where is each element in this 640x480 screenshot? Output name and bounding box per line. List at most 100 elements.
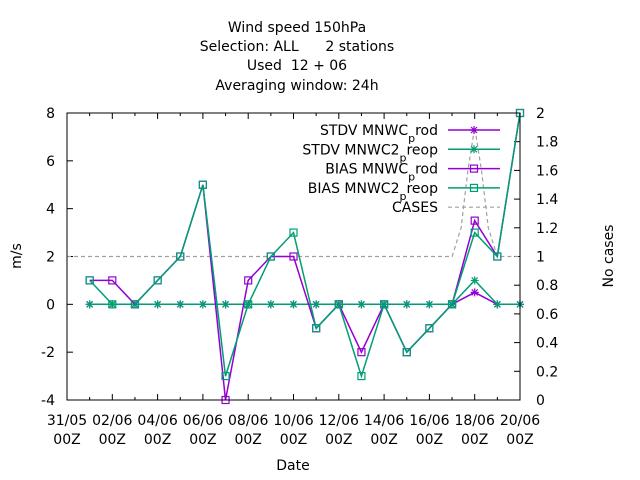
data-point	[266, 252, 275, 261]
data-point	[244, 300, 253, 309]
y-tick-label: 6	[46, 154, 55, 170]
legend-marker	[470, 126, 478, 134]
plot-series	[67, 108, 525, 405]
y2-tick-label: 0.4	[536, 336, 558, 352]
data-point	[402, 300, 411, 309]
data-point	[447, 300, 457, 309]
legend-entry: CASES	[392, 200, 500, 216]
x-tick-label-time: 00Z	[325, 432, 352, 448]
y2-tick-label: 0	[536, 393, 545, 409]
y-tick-label: -4	[41, 393, 55, 409]
y-tick-label: 8	[46, 106, 55, 122]
data-point	[357, 348, 366, 357]
x-axis-label: Date	[276, 458, 309, 474]
data-point	[334, 300, 343, 309]
legend-entry: STDV MNWC2preop	[302, 142, 500, 164]
legend-entry: BIAS MNWCprod	[325, 162, 500, 184]
data-point	[470, 216, 479, 225]
legend-label: STDV MNWCprod	[320, 123, 438, 145]
y-tick-labels: -4 -2 0 2 4 6 8	[41, 106, 55, 409]
x-tick-label-date: 14/06	[364, 413, 404, 429]
legend-marker	[469, 183, 479, 192]
legend-label: BIAS MNWCprod	[325, 162, 438, 184]
y2-tick-label: 1.6	[536, 163, 558, 179]
data-point	[198, 180, 207, 189]
y2-tick-label: 0.6	[536, 307, 558, 323]
data-point	[357, 371, 366, 381]
x-tick-label-time: 00Z	[370, 432, 397, 448]
data-point	[289, 228, 298, 237]
data-point	[493, 300, 502, 309]
x-tick-label-time: 00Z	[99, 432, 126, 448]
x-tick-labels: 31/05 00Z 02/06 00Z 04/06 00Z 06/06 00Z 08/06 00Z…	[47, 413, 540, 448]
x-tick-label-date: 31/05	[47, 413, 87, 429]
legend-label: STDV MNWC2preop	[302, 142, 438, 164]
x-tick-label-date: 18/06	[455, 413, 495, 429]
data-point	[312, 300, 321, 309]
title-line-2: Selection: ALL 2 stations	[200, 39, 394, 55]
y-axis-label: m/s	[9, 243, 25, 269]
x-tick-label-date: 06/06	[183, 413, 223, 429]
data-point	[266, 300, 275, 309]
x-tick-label-time: 00Z	[53, 432, 80, 448]
y2-tick-label: 0.2	[536, 364, 558, 380]
y-tick-label: 2	[46, 250, 55, 266]
x-tick-label-time: 00Z	[416, 432, 443, 448]
data-point	[380, 300, 389, 309]
x-tick-label-time: 00Z	[234, 432, 261, 448]
x-tick-label-date: 04/06	[137, 413, 177, 429]
y2-tick-label: 1.2	[536, 221, 558, 237]
y2-tick-label: 1.8	[536, 135, 558, 151]
series-4	[85, 108, 525, 381]
data-point	[425, 324, 434, 333]
data-point	[176, 252, 185, 261]
data-point	[108, 276, 117, 285]
y2-tick-label: 2	[536, 106, 545, 122]
data-point	[470, 228, 479, 237]
data-point	[289, 300, 298, 309]
data-point	[470, 288, 479, 297]
data-point	[85, 300, 94, 309]
x-tick-label-time: 00Z	[461, 432, 488, 448]
data-point	[221, 371, 230, 381]
data-point	[470, 276, 479, 285]
series-5	[67, 127, 520, 258]
data-point	[425, 300, 434, 309]
x-tick-label-time: 00Z	[144, 432, 171, 448]
data-point	[493, 252, 502, 261]
y2-tick-label: 0.8	[536, 278, 558, 294]
data-point	[402, 348, 411, 357]
legend-label: CASES	[392, 200, 438, 216]
legend-marker	[470, 145, 478, 154]
data-point	[85, 276, 94, 285]
x-tick-label-date: 12/06	[319, 413, 359, 429]
title-line-1: Wind speed 150hPa	[228, 20, 366, 36]
title-line-3: Used 12 + 06	[247, 58, 347, 74]
y2-axis-label: No cases	[601, 225, 617, 288]
x-tick-label-date: 20/06	[500, 413, 540, 429]
data-point	[289, 252, 298, 261]
y2-tick-label: 1	[536, 250, 545, 266]
chart-title: Wind speed 150hPa Selection: ALL 2 stati…	[200, 20, 394, 94]
y-tick-label: 0	[46, 297, 55, 313]
y2-tick-label: 1.4	[536, 192, 558, 208]
data-point	[221, 300, 230, 309]
data-point	[108, 300, 117, 309]
series-line	[67, 127, 520, 258]
data-point	[153, 276, 162, 285]
y2-tick-labels: 0 0.2 0.4 0.6 0.8 1 1.2 1.4 1.6 1.8 2	[536, 106, 558, 409]
x-tick-label-time: 00Z	[280, 432, 307, 448]
legend-marker	[469, 164, 479, 173]
x-tick-label-date: 10/06	[273, 413, 313, 429]
data-point	[198, 300, 207, 309]
x-tick-label-date: 02/06	[92, 413, 132, 429]
data-point	[153, 300, 162, 309]
x-tick-label-time: 00Z	[506, 432, 533, 448]
x-tick-label-time: 00Z	[189, 432, 216, 448]
legend-label: BIAS MNWC2preop	[308, 181, 438, 203]
y-tick-label: 4	[46, 202, 55, 218]
y-tick-label: -2	[41, 345, 55, 361]
data-point	[130, 300, 140, 309]
